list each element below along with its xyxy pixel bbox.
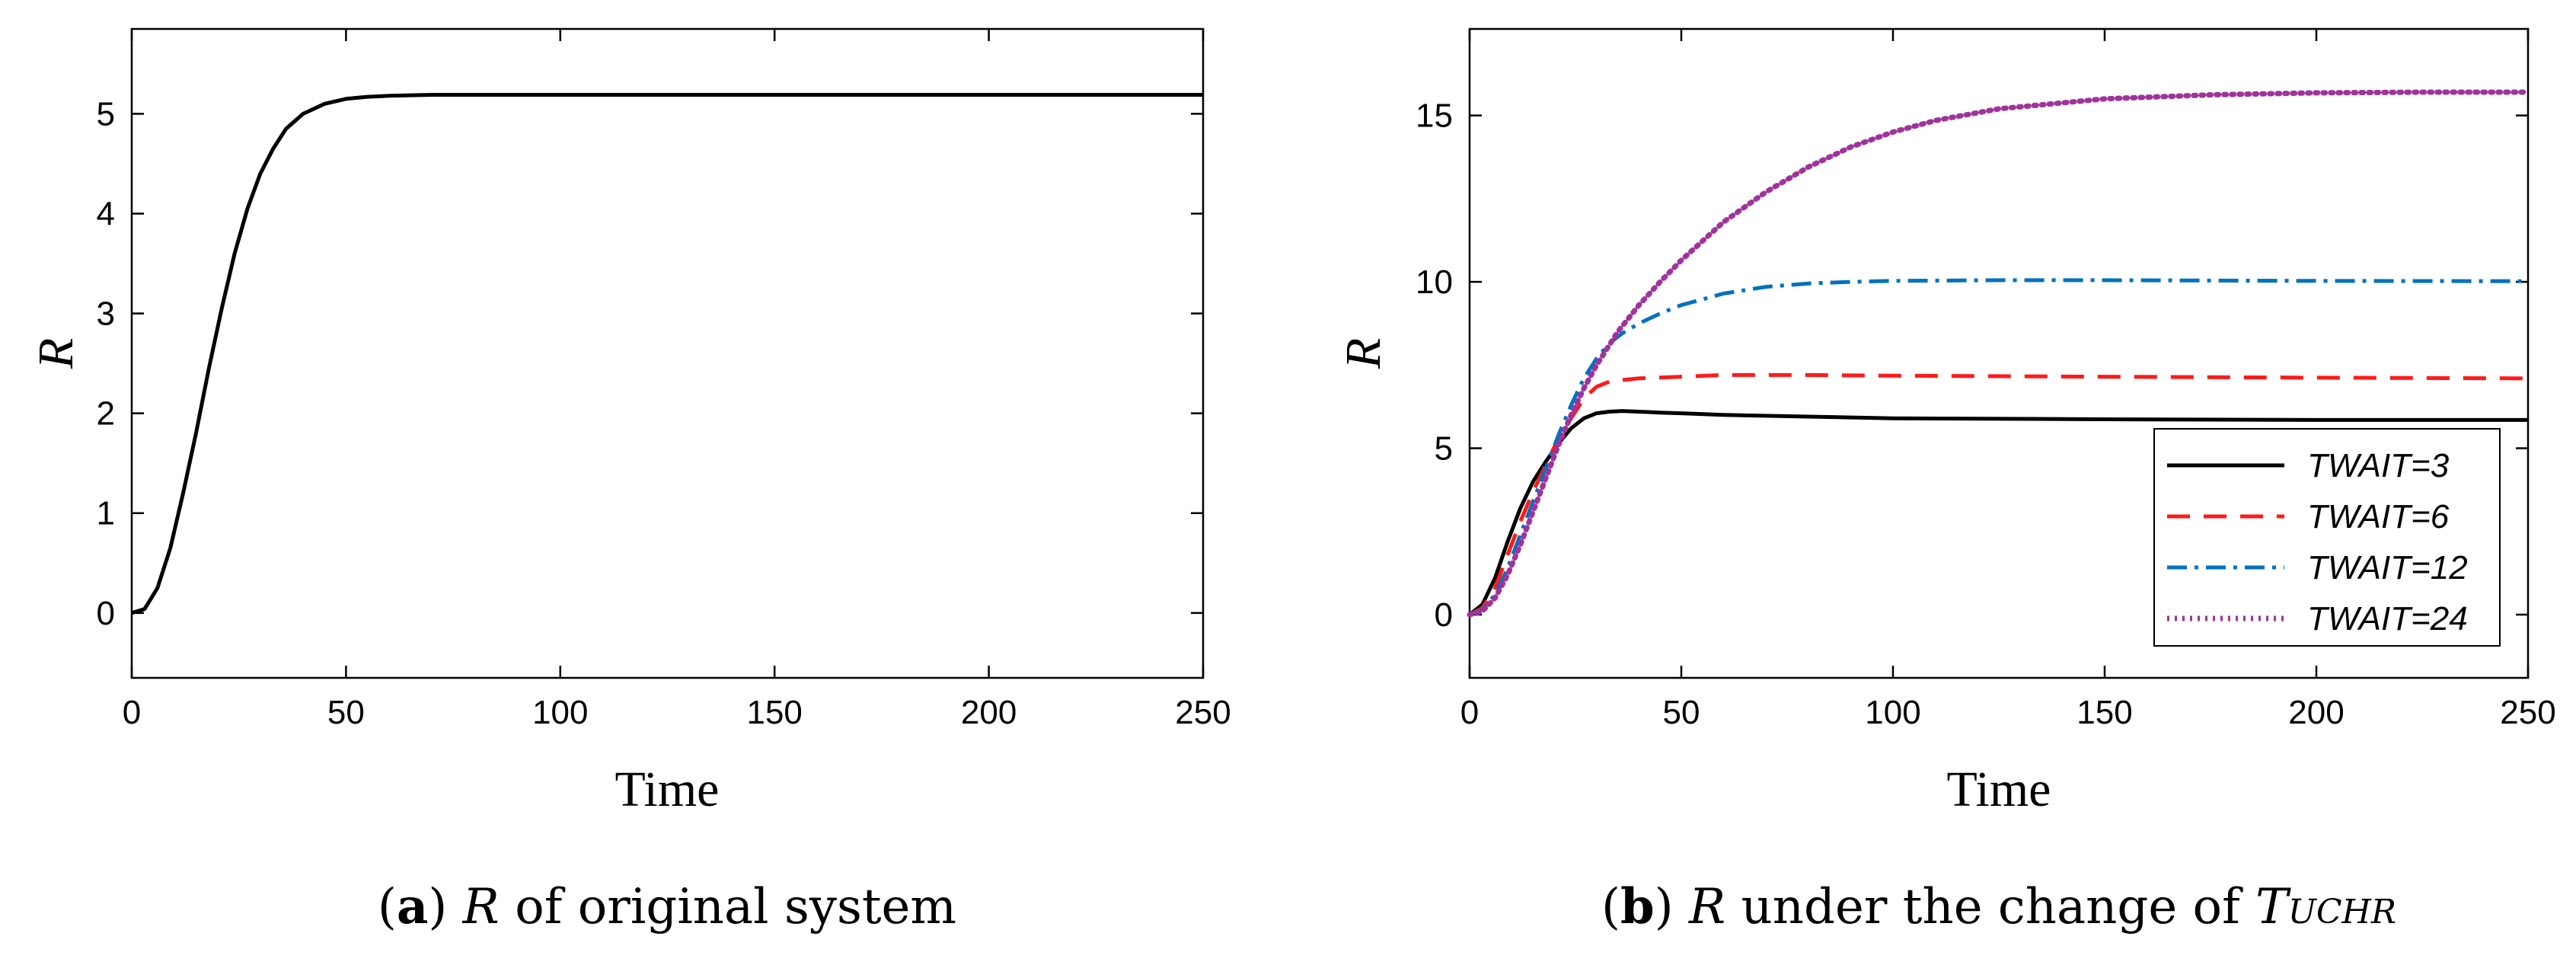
y-axis-label-a: R xyxy=(28,338,84,369)
chart-panel-b: 0 50 100 150 200 250 0 5 10 15 Time R TWAIT=3 TWA… xyxy=(1336,27,2556,817)
series-line-twait-24 xyxy=(1467,89,2531,618)
caption-a-symbol: R xyxy=(462,879,500,935)
x-tick-label: 150 xyxy=(746,694,802,731)
legend-label-twait24: TWAIT=24 xyxy=(2307,600,2468,637)
caption-a-letter: a xyxy=(397,878,428,935)
y-tick-label: 15 xyxy=(1416,97,1453,135)
caption-b: (b) R under the change of TUCHR xyxy=(1601,878,2396,935)
x-axis-label-a: Time xyxy=(615,762,720,817)
caption-a-text: of original system xyxy=(500,879,956,935)
legend-label-twait12: TWAIT=12 xyxy=(2307,549,2468,586)
x-tick-label: 150 xyxy=(2076,694,2132,731)
series-lines-a xyxy=(131,93,1203,615)
y-tick-label: 5 xyxy=(1435,430,1453,468)
y-tick-label: 10 xyxy=(1416,264,1453,301)
series-line-twait-6 xyxy=(1468,372,2529,617)
x-tick-label: 250 xyxy=(1175,694,1231,731)
legend-label-twait3: TWAIT=3 xyxy=(2307,447,2450,484)
caption-a: (a) R of original system xyxy=(378,878,956,935)
series-line-r xyxy=(131,93,1203,615)
plot-area-a xyxy=(130,27,1205,679)
y-tick-label: 0 xyxy=(1435,596,1453,634)
legend-label-twait6: TWAIT=6 xyxy=(2307,498,2450,535)
caption-b-symbol: R xyxy=(1688,879,1725,935)
y-tick-label: 1 xyxy=(97,495,115,532)
legend: TWAIT=3 TWAIT=6 TWAIT=12 TWAIT=24 xyxy=(2153,428,2501,647)
y-tick-label: 0 xyxy=(97,595,115,632)
y-axis-label-b: R xyxy=(1336,338,1391,369)
x-tick-label: 100 xyxy=(1865,694,1920,731)
caption-b-text: under the change of xyxy=(1725,879,2255,935)
y-tick-label: 3 xyxy=(97,296,115,333)
x-tick-label: 250 xyxy=(2500,694,2555,731)
x-tick-label: 50 xyxy=(327,694,365,731)
x-tick-label: 200 xyxy=(961,694,1017,731)
caption-b-param: T xyxy=(2255,879,2291,935)
y-tick-label: 4 xyxy=(97,195,115,232)
x-tick-label: 100 xyxy=(532,694,588,731)
x-tick-label: 200 xyxy=(2288,694,2344,731)
y-tick-label: 5 xyxy=(97,95,115,133)
chart-panel-a: 0 50 100 150 200 250 0 1 2 3 4 5 Time R xyxy=(28,27,1231,817)
caption-b-letter: b xyxy=(1620,878,1655,935)
y-tick-label: 2 xyxy=(97,395,115,433)
x-tick-label: 0 xyxy=(1460,694,1479,731)
x-axis-label-b: Time xyxy=(1947,762,2051,817)
x-tick-label: 0 xyxy=(123,694,141,731)
caption-b-subscript: UCHR xyxy=(2288,893,2396,931)
axis-ticks-b: 0 50 100 150 200 250 0 5 10 15 xyxy=(1416,29,2556,731)
x-tick-label: 50 xyxy=(1663,694,1700,731)
series-lines-b xyxy=(1467,89,2531,618)
series-line-twait-3 xyxy=(1468,409,2528,616)
axis-ticks-a: 0 50 100 150 200 250 0 1 2 3 4 5 xyxy=(97,29,1231,731)
series-line-twait-12 xyxy=(1469,278,2529,617)
